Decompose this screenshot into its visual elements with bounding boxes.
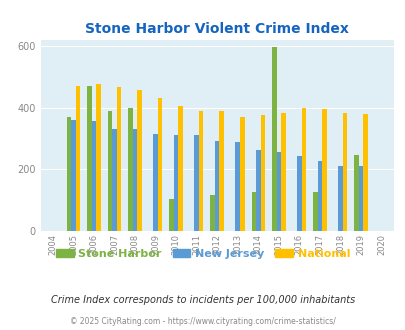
Bar — [219, 111, 224, 231]
Bar — [342, 113, 346, 231]
Bar — [128, 108, 132, 231]
Bar — [153, 134, 158, 231]
Bar — [251, 192, 256, 231]
Bar — [317, 161, 321, 231]
Bar — [158, 98, 162, 231]
Bar — [337, 166, 342, 231]
Text: © 2025 CityRating.com - https://www.cityrating.com/crime-statistics/: © 2025 CityRating.com - https://www.city… — [70, 317, 335, 326]
Bar — [137, 90, 141, 231]
Bar — [112, 129, 117, 231]
Bar — [75, 86, 80, 231]
Bar — [235, 143, 239, 231]
Bar — [117, 86, 121, 231]
Legend: Stone Harbor, New Jersey, National: Stone Harbor, New Jersey, National — [51, 245, 354, 263]
Title: Stone Harbor Violent Crime Index: Stone Harbor Violent Crime Index — [85, 22, 348, 36]
Bar — [256, 150, 260, 231]
Bar — [260, 115, 264, 231]
Bar — [214, 141, 219, 231]
Bar — [296, 156, 301, 231]
Bar — [239, 117, 244, 231]
Bar — [280, 113, 285, 231]
Bar — [92, 121, 96, 231]
Text: Crime Index corresponds to incidents per 100,000 inhabitants: Crime Index corresponds to incidents per… — [51, 295, 354, 305]
Bar — [276, 152, 280, 231]
Bar — [194, 135, 198, 231]
Bar — [132, 129, 137, 231]
Bar — [271, 47, 276, 231]
Bar — [321, 109, 326, 231]
Bar — [71, 120, 75, 231]
Bar — [198, 111, 203, 231]
Bar — [178, 106, 183, 231]
Bar — [301, 108, 305, 231]
Bar — [358, 166, 362, 231]
Bar — [107, 111, 112, 231]
Bar — [353, 155, 358, 231]
Bar — [173, 135, 178, 231]
Bar — [87, 86, 92, 231]
Bar — [66, 117, 71, 231]
Bar — [210, 195, 214, 231]
Bar — [362, 114, 367, 231]
Bar — [96, 84, 100, 231]
Bar — [312, 192, 317, 231]
Bar — [169, 199, 173, 231]
